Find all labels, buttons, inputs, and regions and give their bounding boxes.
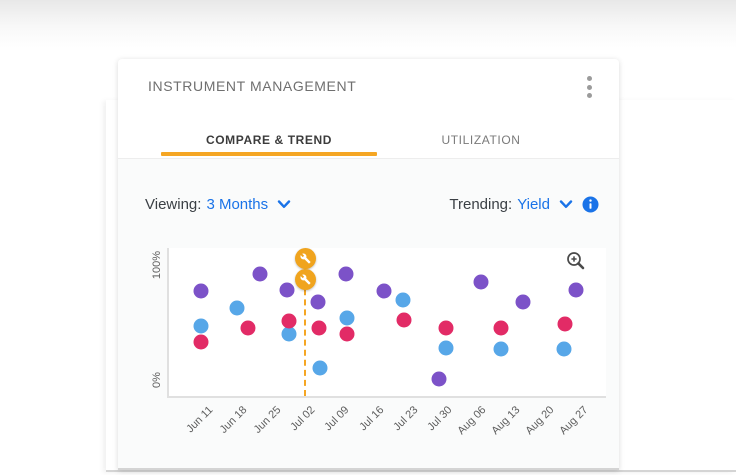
kebab-menu-icon (586, 76, 592, 81)
x-tick-label: Jul 16 (356, 404, 386, 434)
info-icon[interactable] (582, 196, 599, 213)
data-point-pink[interactable] (339, 326, 355, 342)
tab-utilization[interactable]: UTILIZATION (441, 133, 521, 147)
data-point-purple[interactable] (310, 294, 326, 310)
viewing-value-dropdown[interactable]: 3 Months (206, 195, 269, 213)
data-point-purple[interactable] (568, 282, 584, 298)
page-top-shade (0, 0, 736, 48)
event-marker-wrench-icon[interactable] (294, 268, 316, 290)
active-tab-underline (161, 152, 377, 156)
trending-label: Trending: (449, 195, 513, 213)
page-title: INSTRUMENT MANAGEMENT (148, 78, 357, 94)
viewing-label: Viewing: (145, 195, 202, 213)
data-point-blue[interactable] (556, 341, 572, 357)
x-tick-label: Aug 27 (557, 404, 591, 438)
data-point-blue[interactable] (281, 326, 297, 342)
x-tick-label: Aug 06 (455, 404, 489, 438)
x-tick-label: Aug 20 (523, 404, 557, 438)
data-point-pink[interactable] (438, 320, 454, 336)
data-point-purple[interactable] (473, 274, 489, 290)
data-point-purple[interactable] (431, 371, 447, 387)
data-point-pink[interactable] (493, 320, 509, 336)
data-point-blue[interactable] (193, 318, 209, 334)
x-tick-label: Aug 13 (489, 404, 523, 438)
zoom-in-icon[interactable] (565, 250, 587, 272)
data-point-purple[interactable] (193, 283, 209, 299)
data-point-purple[interactable] (252, 266, 268, 282)
data-point-purple[interactable] (376, 283, 392, 299)
data-point-purple[interactable] (279, 282, 295, 298)
data-point-blue[interactable] (312, 360, 328, 376)
trending-value-dropdown[interactable]: Yield (517, 195, 550, 213)
instrument-management-card: INSTRUMENT MANAGEMENT COMPARE & TREND UT… (118, 59, 619, 470)
data-point-pink[interactable] (281, 313, 297, 329)
chart-region: 100% 0% Jun 11 Jun 18 Jun 25 Jul 02 Jul 09 Ju… (118, 237, 619, 470)
data-point-pink[interactable] (557, 316, 572, 332)
data-point-blue[interactable] (493, 341, 509, 357)
data-point-pink[interactable] (311, 320, 327, 336)
plot-area (167, 248, 606, 398)
viewing-control: Viewing: 3 Months (145, 193, 291, 215)
x-tick-label: Jul 30 (424, 404, 455, 434)
event-marker-line (304, 249, 306, 396)
y-axis-label-100: 100% (151, 250, 163, 280)
tab-compare-and-trend[interactable]: COMPARE & TREND (205, 133, 333, 147)
data-point-blue[interactable] (395, 292, 411, 308)
chevron-down-icon[interactable] (559, 199, 573, 209)
event-marker-wrench-icon[interactable] (294, 247, 316, 269)
kebab-menu-button[interactable] (578, 71, 600, 103)
data-point-purple[interactable] (515, 294, 531, 310)
data-point-blue[interactable] (229, 300, 245, 316)
data-point-pink[interactable] (396, 312, 412, 328)
x-tick-label: Jul 09 (322, 404, 352, 434)
chevron-down-icon[interactable] (277, 199, 291, 209)
card-header: INSTRUMENT MANAGEMENT (118, 59, 619, 112)
data-point-pink[interactable] (240, 320, 256, 336)
y-axis-label-0: 0% (151, 372, 163, 388)
x-tick-label: Jul 02 (288, 404, 318, 434)
trending-control: Trending: Yield (449, 193, 599, 215)
data-point-blue[interactable] (339, 310, 355, 326)
x-tick-label: Jul 23 (390, 404, 421, 434)
data-point-blue[interactable] (438, 340, 454, 356)
x-tick-label: Jun 25 (251, 404, 284, 436)
x-tick-label: Jun 18 (217, 404, 250, 436)
data-point-pink[interactable] (193, 334, 209, 350)
data-point-purple[interactable] (338, 266, 354, 282)
x-tick-label: Jun 11 (184, 404, 216, 436)
